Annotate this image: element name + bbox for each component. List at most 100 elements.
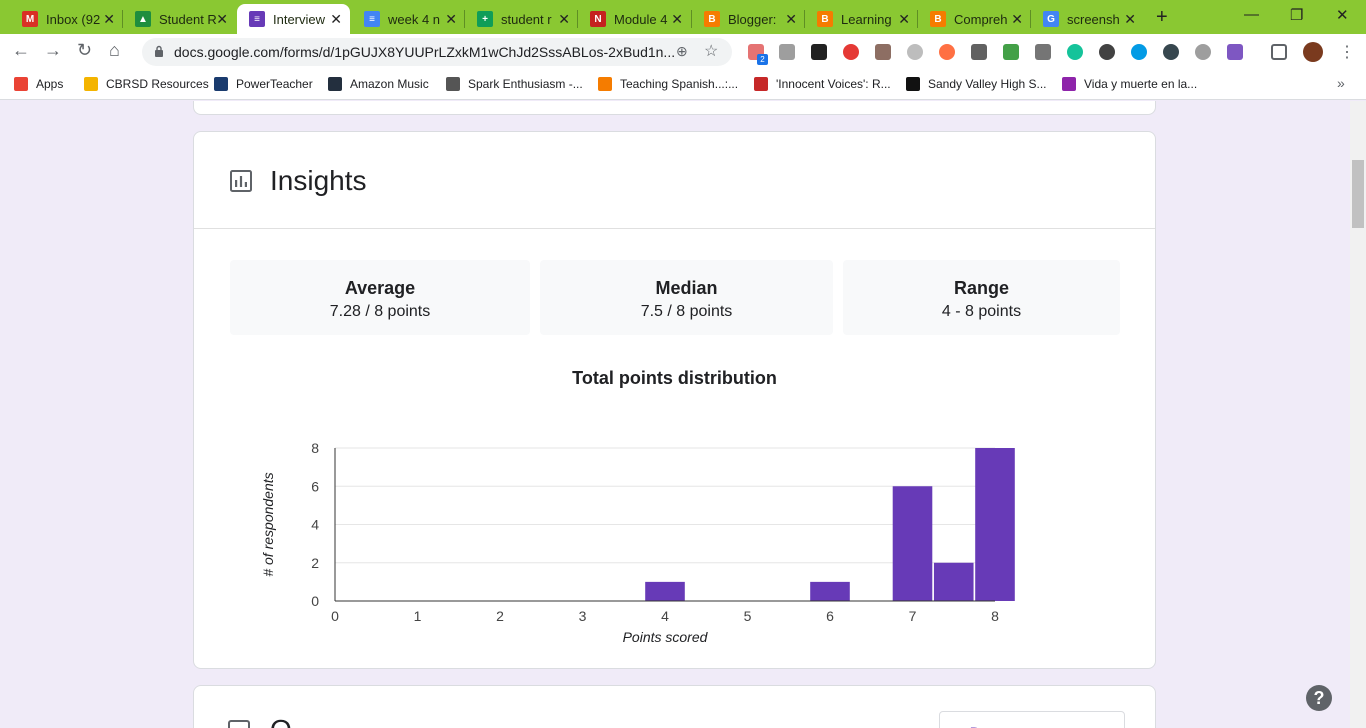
url-text[interactable]: docs.google.com/forms/d/1pGUJX8YUUPrLZxk…: [174, 44, 676, 60]
bookmark-item[interactable]: Vida y muerte en la...: [1062, 77, 1197, 91]
bookmark-item[interactable]: Teaching Spanish...:...: [598, 77, 738, 91]
back-arrow-icon[interactable]: ←: [12, 40, 30, 60]
tab-close-icon[interactable]: ✕: [785, 11, 797, 27]
bookmark-favicon-icon: [598, 77, 612, 91]
y-tick-label: 6: [311, 478, 319, 494]
next-question-card: Q D: [193, 685, 1156, 728]
extension-icon[interactable]: [843, 44, 859, 60]
tab-label: Learning: [841, 11, 892, 27]
browser-tab[interactable]: B Learning ✕: [805, 4, 918, 34]
tab-favicon-icon: G: [1043, 11, 1059, 27]
tab-close-icon[interactable]: ✕: [558, 11, 570, 27]
pdf-extension-icon[interactable]: [779, 44, 795, 60]
tab-separator: [464, 10, 465, 28]
menu-icon[interactable]: ⋮: [1339, 44, 1355, 61]
zoom-icon[interactable]: ⊕: [676, 43, 688, 59]
x-tick-label: 3: [579, 608, 587, 624]
bookmarks-overflow-icon[interactable]: »: [1337, 75, 1345, 91]
bookmark-item[interactable]: Apps: [14, 77, 63, 91]
tab-close-icon[interactable]: ✕: [330, 11, 342, 27]
new-tab-button[interactable]: +: [1156, 6, 1168, 28]
tab-favicon-icon: +: [477, 11, 493, 27]
bookmark-label: Sandy Valley High S...: [928, 77, 1047, 91]
tab-label: Interview: [273, 11, 326, 27]
extension-icon[interactable]: [1163, 44, 1179, 60]
browser-tab[interactable]: ≡ Interview ✕: [237, 4, 350, 34]
scrollbar-thumb[interactable]: [1352, 160, 1364, 228]
profile-avatar[interactable]: [1303, 42, 1323, 62]
next-card-button[interactable]: D: [939, 711, 1125, 728]
grammarly-icon[interactable]: [1067, 44, 1083, 60]
tab-separator: [691, 10, 692, 28]
power-icon[interactable]: [1099, 44, 1115, 60]
home-icon[interactable]: ⌂: [109, 40, 120, 60]
close-window-button[interactable]: ✕: [1336, 7, 1349, 24]
tab-label: Blogger:: [728, 11, 777, 27]
tab-favicon-icon: ≡: [249, 11, 265, 27]
y-axis-label: # of respondents: [260, 472, 276, 576]
stat-value: 7.5 / 8 points: [640, 303, 733, 320]
clipboard-icon: [228, 720, 250, 728]
tab-close-icon[interactable]: ✕: [1011, 11, 1023, 27]
extension-icon[interactable]: [1035, 44, 1051, 60]
bookmark-label: Teaching Spanish...:...: [620, 77, 739, 91]
histogram-bar[interactable]: [810, 581, 850, 601]
average-stat-box: Average 7.28 / 8 points: [230, 260, 530, 335]
browser-tab[interactable]: ≡ week 4 n ✕: [352, 4, 465, 34]
extension-icon[interactable]: [811, 44, 827, 60]
histogram-bar[interactable]: [975, 448, 1015, 601]
tab-label: Compreh: [954, 11, 1008, 27]
insights-card: Insights Average 7.28 / 8 points Median …: [193, 131, 1156, 669]
extension-icon[interactable]: [939, 44, 955, 60]
extension-icon[interactable]: [1131, 44, 1147, 60]
histogram-bar[interactable]: [645, 581, 685, 601]
tab-close-icon[interactable]: ✕: [445, 11, 457, 27]
reload-icon[interactable]: ↻: [77, 40, 93, 60]
extension-icon[interactable]: [1003, 44, 1019, 60]
extension-icon[interactable]: [971, 44, 987, 60]
browser-tab[interactable]: N Module 4 ✕: [578, 4, 691, 34]
bookmark-favicon-icon: [906, 77, 920, 91]
points-distribution-chart: 0 2 4 6 8 0 1 2 3 4 5 6 7 8 Points scored # of respon…: [260, 440, 1015, 645]
extension-icon[interactable]: [1227, 44, 1243, 60]
insights-title: Insights: [270, 165, 367, 196]
extension-icon[interactable]: [1195, 44, 1211, 60]
histogram-bar[interactable]: [933, 562, 974, 601]
bookmark-item[interactable]: Spark Enthusiasm -...: [446, 77, 583, 91]
address-bar[interactable]: docs.google.com/forms/d/1pGUJX8YUUPrLZxk…: [142, 38, 732, 66]
browser-tab[interactable]: ▲ Student R ✕: [123, 4, 236, 34]
bookmark-item[interactable]: Sandy Valley High S...: [906, 77, 1047, 91]
chart-tick-labels: 0 2 4 6 8 0 1 2 3 4 5 6 7 8: [311, 440, 999, 624]
restore-button[interactable]: ❐: [1290, 7, 1304, 24]
bookmark-item[interactable]: 'Innocent Voices': R...: [754, 77, 891, 91]
tab-close-icon[interactable]: ✕: [671, 11, 683, 27]
browser-tab[interactable]: + student r ✕: [465, 4, 578, 34]
extension-icon[interactable]: [875, 44, 891, 60]
browser-tab[interactable]: B Blogger: ✕: [692, 4, 805, 34]
help-button[interactable]: ?: [1306, 685, 1332, 711]
bookmark-item[interactable]: PowerTeacher: [214, 77, 313, 91]
bookmark-star-icon[interactable]: ☆: [704, 43, 719, 60]
scrollbar-track[interactable]: [1350, 101, 1366, 728]
x-tick-label: 6: [826, 608, 834, 624]
browser-tab[interactable]: M Inbox (92 ✕: [10, 4, 123, 34]
tab-label: week 4 n: [388, 11, 441, 27]
tab-close-icon[interactable]: ✕: [103, 11, 115, 27]
stat-value: 7.28 / 8 points: [329, 303, 431, 320]
extension-icon[interactable]: [907, 44, 923, 60]
tab-close-icon[interactable]: ✕: [216, 11, 228, 27]
bookmark-item[interactable]: Amazon Music: [328, 77, 429, 91]
browser-tab[interactable]: B Compreh ✕: [918, 4, 1031, 34]
tab-close-icon[interactable]: ✕: [898, 11, 910, 27]
bookmark-favicon-icon: [14, 77, 28, 91]
minimize-button[interactable]: —: [1244, 6, 1259, 23]
tab-close-icon[interactable]: ✕: [1124, 11, 1136, 27]
bookmarks-bar: Apps CBRSD Resources PowerTeacher Amazon Mu…: [0, 70, 1366, 100]
tab-label: Module 4: [614, 11, 668, 27]
extension-badge: 2: [757, 54, 768, 65]
cast-icon[interactable]: [1271, 44, 1287, 60]
histogram-bar[interactable]: [892, 486, 933, 601]
forward-arrow-icon[interactable]: →: [44, 40, 62, 60]
bookmark-item[interactable]: CBRSD Resources: [84, 77, 209, 91]
